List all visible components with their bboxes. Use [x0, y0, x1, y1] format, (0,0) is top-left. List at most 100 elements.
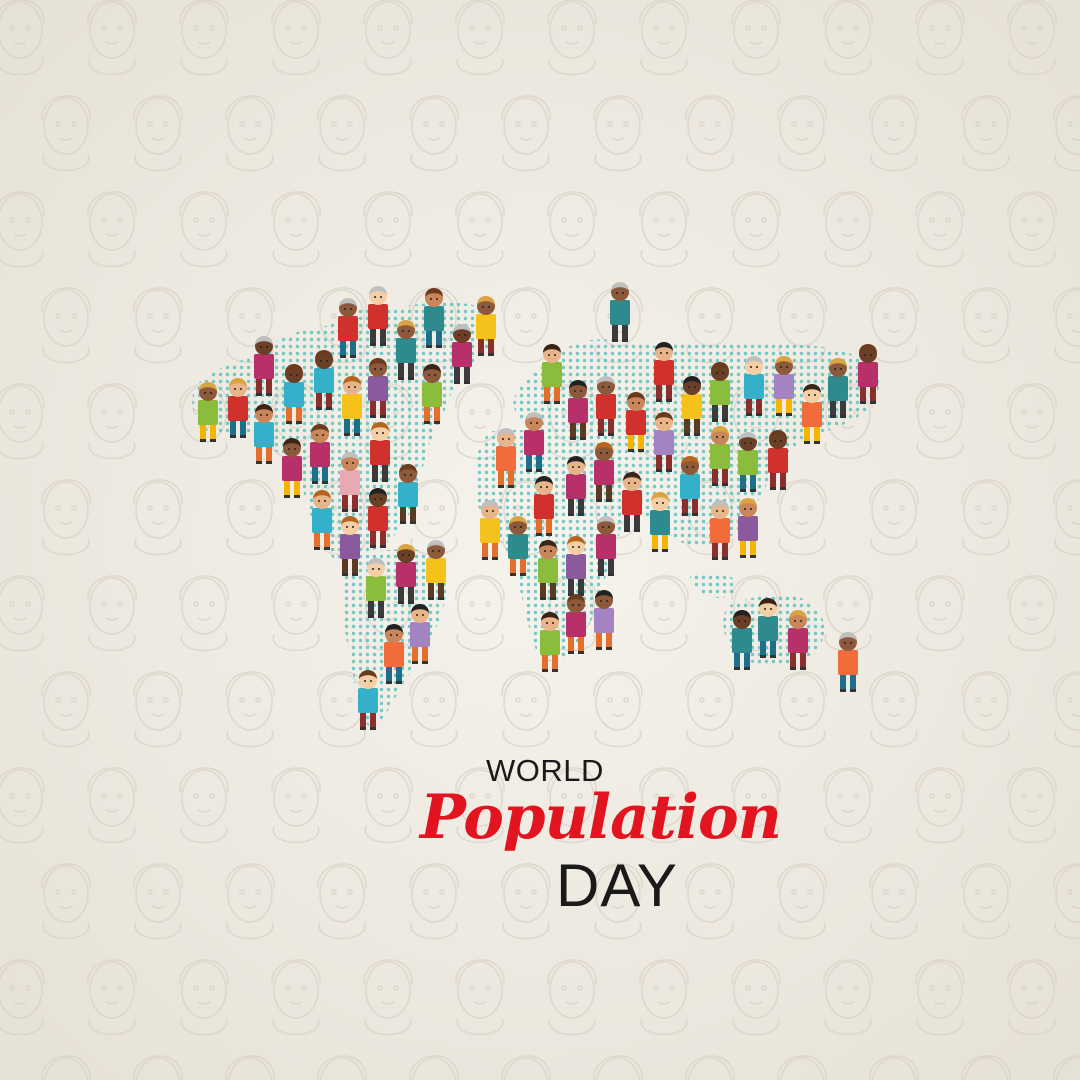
sketch-face	[1007, 0, 1057, 76]
sketch-face	[1053, 287, 1080, 364]
person-figure	[626, 392, 646, 452]
sketch-face	[777, 671, 827, 748]
sketch-face	[639, 959, 689, 1036]
sketch-face	[409, 863, 459, 940]
sketch-face	[915, 767, 965, 844]
sketch-face	[777, 95, 827, 172]
sketch-face	[639, 0, 689, 76]
person-figure	[410, 604, 430, 664]
person-figure	[650, 492, 670, 552]
person-figure	[476, 296, 496, 356]
person-figure	[682, 376, 702, 436]
person-figure	[366, 558, 386, 618]
person-figure	[496, 428, 516, 488]
person-figure	[710, 362, 730, 422]
sketch-face	[41, 863, 91, 940]
sketch-face	[777, 1055, 827, 1080]
sketch-face	[1007, 191, 1057, 268]
sketch-face	[0, 959, 45, 1036]
sketch-face	[639, 575, 689, 652]
sketch-face	[0, 767, 45, 844]
sketch-face	[41, 671, 91, 748]
sketch-face	[1053, 1055, 1080, 1080]
person-figure	[758, 598, 778, 658]
person-figure	[774, 356, 794, 416]
sketch-face	[547, 0, 597, 76]
sketch-face	[869, 479, 919, 556]
person-figure	[398, 464, 418, 524]
person-figure	[198, 382, 218, 442]
sketch-face	[317, 95, 367, 172]
sketch-face	[1053, 479, 1080, 556]
sketch-face	[271, 767, 321, 844]
person-figure	[534, 476, 554, 536]
person-figure	[732, 610, 752, 670]
person-figure	[566, 456, 586, 516]
sketch-face	[0, 575, 45, 652]
sketch-face	[869, 863, 919, 940]
sketch-face	[87, 0, 137, 76]
person-figure	[480, 500, 500, 560]
sketch-face	[1053, 95, 1080, 172]
person-figure	[710, 500, 730, 560]
person-figure	[538, 540, 558, 600]
sketch-face	[961, 95, 1011, 172]
sketch-face	[501, 1055, 551, 1080]
sketch-face	[915, 383, 965, 460]
person-figure	[828, 358, 848, 418]
sketch-face	[87, 191, 137, 268]
sketch-face	[1007, 575, 1057, 652]
person-figure	[396, 320, 416, 380]
person-figure	[314, 350, 334, 410]
person-figure	[710, 426, 730, 486]
sketch-face	[915, 575, 965, 652]
person-figure	[680, 456, 700, 516]
sketch-face	[869, 95, 919, 172]
sketch-face	[133, 479, 183, 556]
sketch-face	[593, 1055, 643, 1080]
sketch-face	[455, 191, 505, 268]
sketch-face	[1007, 767, 1057, 844]
sketch-face	[685, 95, 735, 172]
person-figure	[566, 536, 586, 596]
sketch-face	[731, 0, 781, 76]
person-figure	[358, 670, 378, 730]
sketch-face	[823, 767, 873, 844]
sketch-face	[547, 191, 597, 268]
sketch-face	[271, 0, 321, 76]
sketch-face	[87, 575, 137, 652]
sketch-face	[179, 575, 229, 652]
sketch-face	[363, 767, 413, 844]
sketch-face	[225, 671, 275, 748]
sketch-face	[915, 191, 965, 268]
sketch-face	[41, 95, 91, 172]
sketch-face	[225, 1055, 275, 1080]
person-figure	[282, 438, 302, 498]
sketch-face	[777, 479, 827, 556]
sketch-face	[0, 383, 45, 460]
sketch-face	[317, 863, 367, 940]
sketch-face	[317, 1055, 367, 1080]
sketch-face	[1007, 383, 1057, 460]
person-figure	[788, 610, 808, 670]
sketch-face	[455, 767, 505, 844]
person-figure	[452, 324, 472, 384]
person-figure	[368, 358, 388, 418]
sketch-face	[0, 191, 45, 268]
sketch-face	[961, 479, 1011, 556]
sketch-face	[869, 671, 919, 748]
person-figure	[858, 344, 878, 404]
sketch-face	[455, 0, 505, 76]
sketch-face	[87, 959, 137, 1036]
sketch-face	[363, 0, 413, 76]
person-figure	[654, 342, 674, 402]
person-figure	[254, 404, 274, 464]
sketch-face	[179, 959, 229, 1036]
person-figure	[838, 632, 858, 692]
person-figure	[426, 540, 446, 600]
person-figure	[596, 376, 616, 436]
sketch-face	[823, 959, 873, 1036]
sketch-face	[1007, 959, 1057, 1036]
people-figures	[198, 282, 878, 730]
